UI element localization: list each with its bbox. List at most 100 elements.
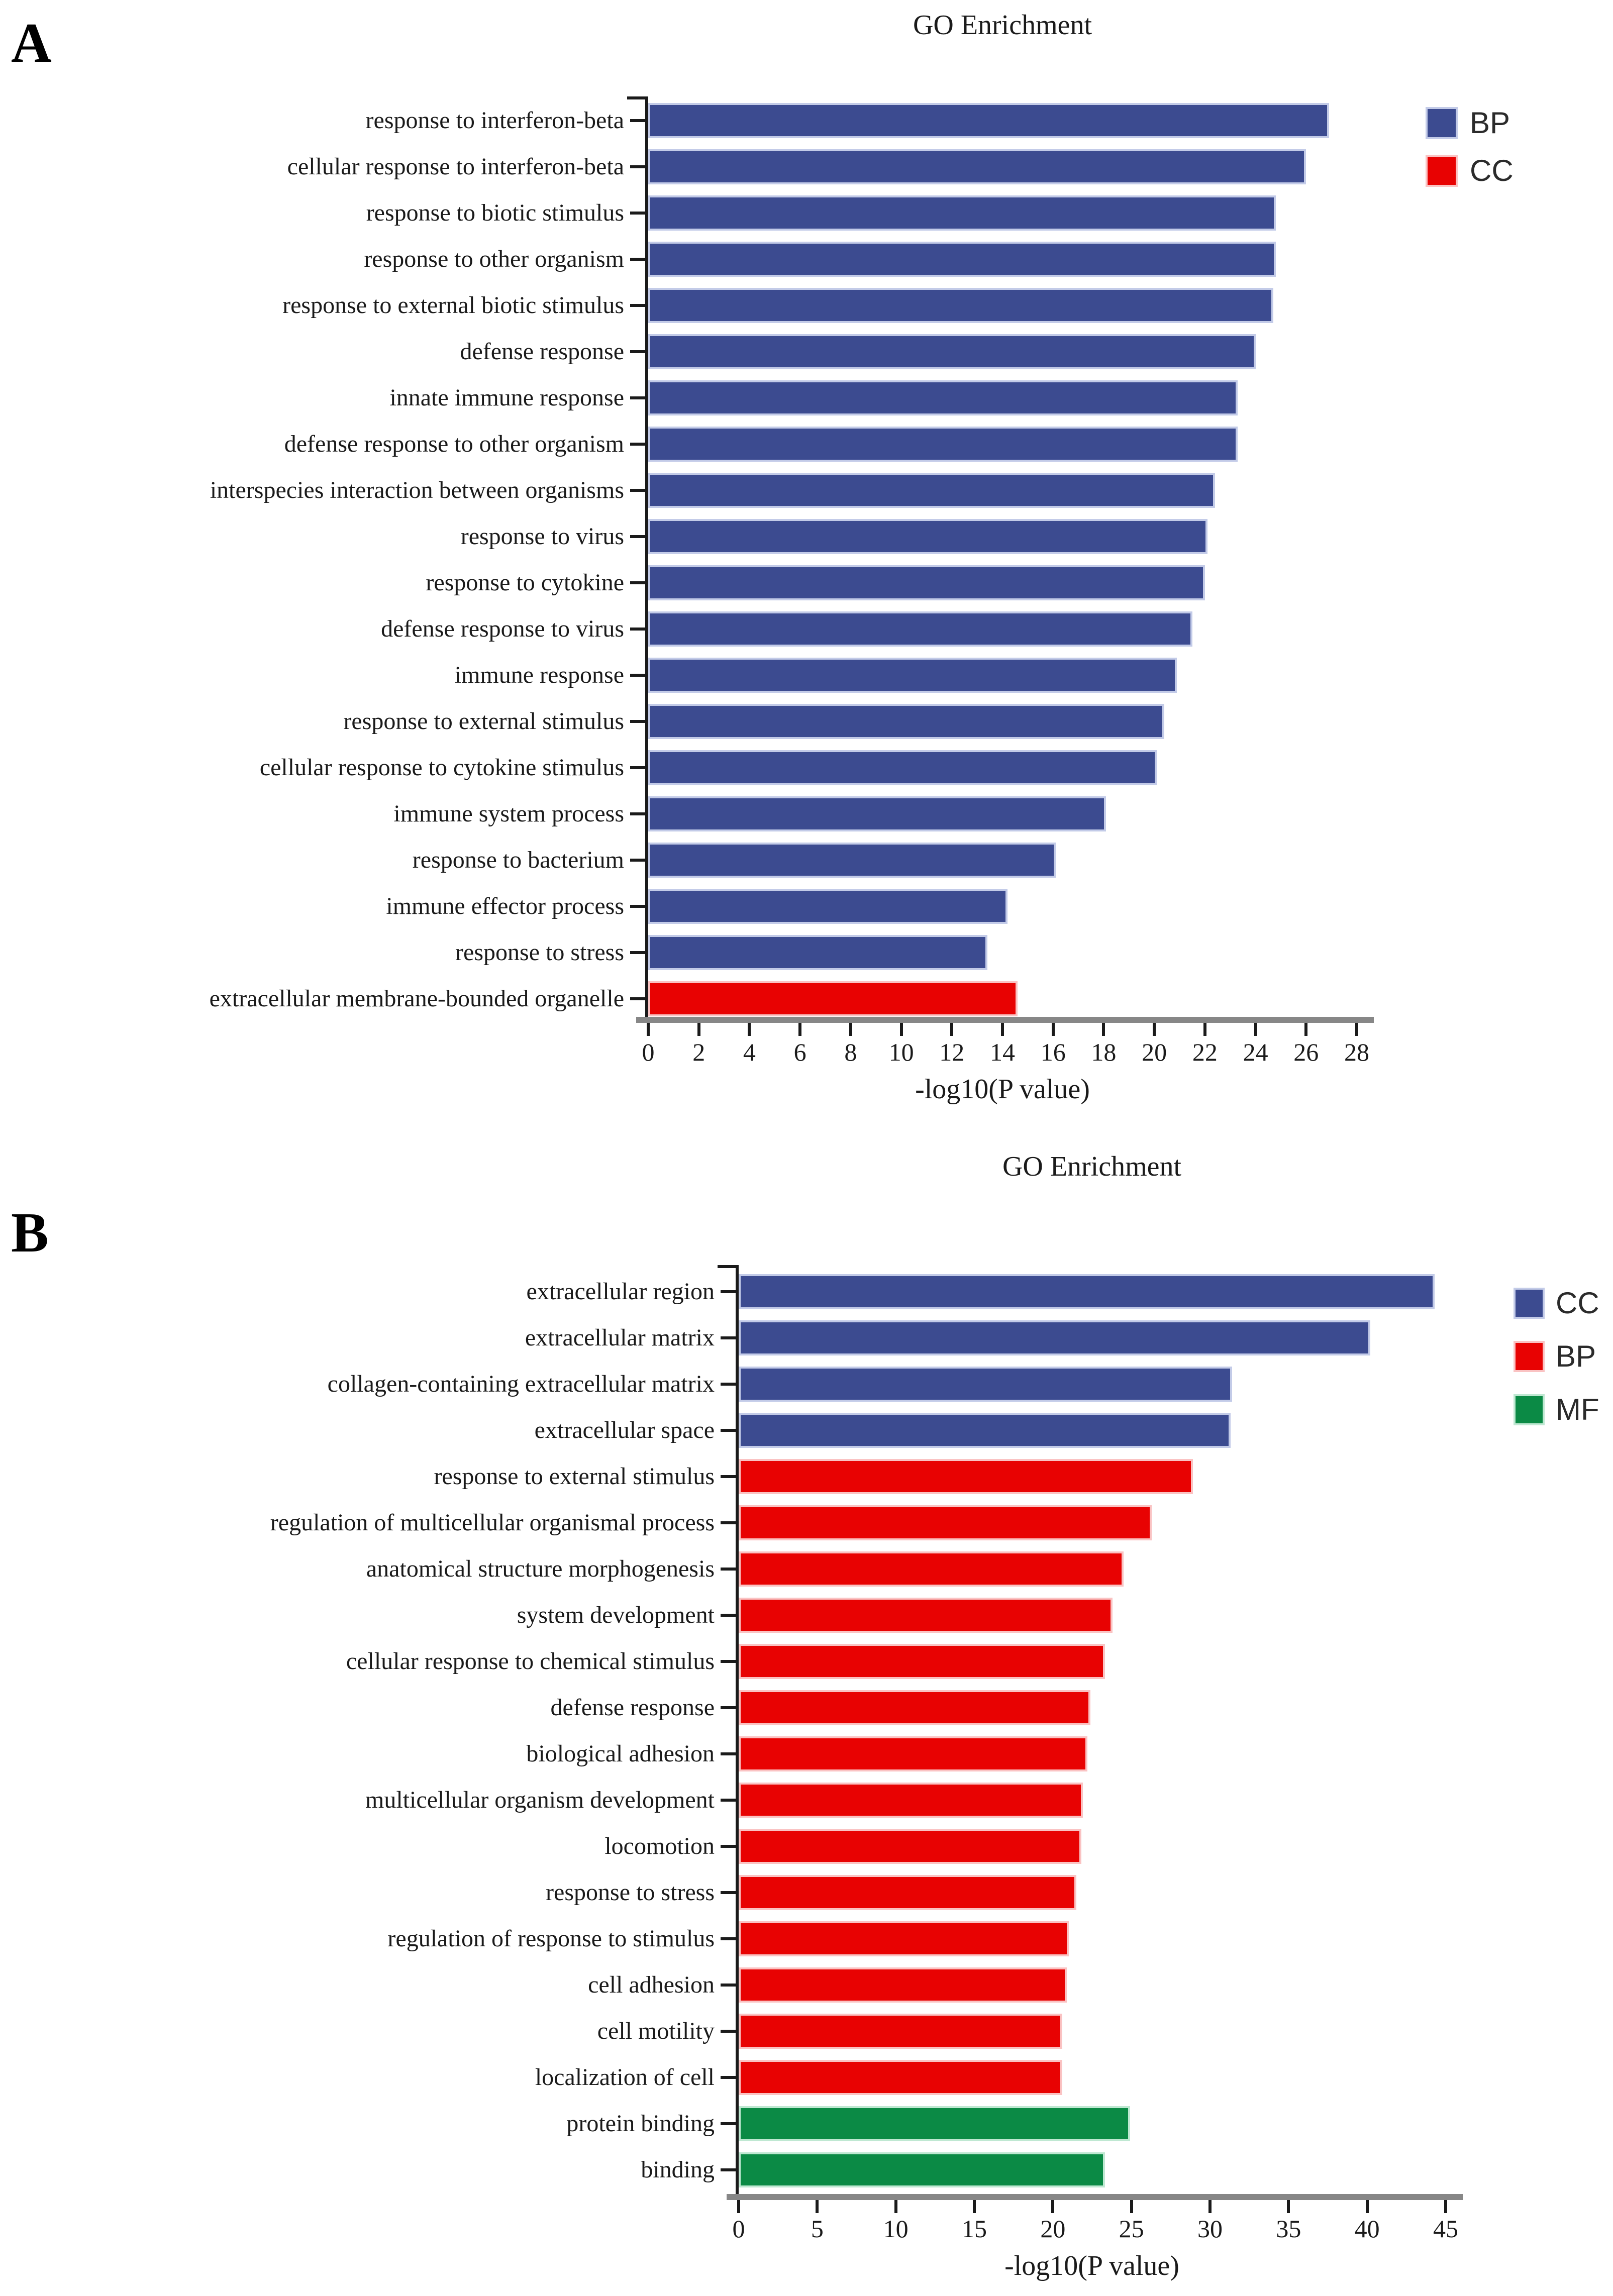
bar [648,796,1106,831]
category-label: defense response to virus [381,615,624,642]
y-tick [721,1429,736,1432]
category-label: biological adhesion [526,1740,715,1767]
x-tick-label: 24 [1243,1038,1268,1066]
category-label: defense response [550,1694,715,1721]
y-tick [630,535,645,538]
category-label: cellular response to interferon-beta [287,153,624,180]
x-tick-label: 45 [1433,2215,1458,2243]
x-tick-label: 4 [743,1038,756,1066]
x-tick [1365,2200,1369,2213]
y-tick [630,905,645,908]
y-tick [630,489,645,492]
x-tick [1208,2200,1212,2213]
y-tick [721,1799,736,1802]
x-tick-label: 40 [1354,2215,1380,2243]
category-label: extracellular region [526,1278,715,1305]
y-tick [630,258,645,261]
x-tick [849,1023,852,1036]
category-label: response to virus [460,523,624,550]
y-tick [721,2076,736,2079]
category-label: binding [641,2156,715,2183]
y-tick [721,1336,736,1339]
y-tick [630,350,645,353]
x-tick-label: 20 [1040,2215,1066,2243]
x-tick-label: 26 [1293,1038,1319,1066]
bar [739,1783,1083,1818]
category-label: response to stress [546,1879,715,1906]
bar [739,1967,1067,2003]
y-tick [630,165,645,168]
y-tick [721,1752,736,1755]
x-tick [1444,2200,1447,2213]
y-tick [721,1568,736,1571]
x-tick-label: 16 [1040,1038,1066,1066]
x-tick [737,2200,740,2213]
category-label: cell motility [597,2018,715,2044]
y-tick [721,1383,736,1386]
bar [739,2152,1105,2187]
category-label: response to external stimulus [343,708,624,735]
category-label: extracellular matrix [525,1324,715,1351]
y-tick [630,304,645,307]
bar [648,981,1018,1016]
legend-swatch [1514,1288,1545,1319]
chart-title: GO Enrichment [1002,1151,1182,1182]
bar [648,750,1157,785]
x-tick-label: 20 [1142,1038,1167,1066]
y-tick [721,1290,736,1293]
x-axis-title: -log10(P value) [915,1074,1090,1105]
x-tick [1051,2200,1055,2213]
bar [648,935,987,970]
x-tick [1102,1023,1105,1036]
x-tick-label: 8 [844,1038,857,1066]
category-label: defense response [460,338,624,365]
x-tick [1304,1023,1308,1036]
x-tick [950,1023,954,1036]
bar [739,1644,1105,1679]
bar [648,242,1276,277]
bar [739,2014,1062,2049]
y-tick [721,1660,736,1663]
x-tick-label: 25 [1119,2215,1144,2243]
category-label: cellular response to cytokine stimulus [259,754,624,781]
bar [739,1320,1370,1355]
category-label: regulation of multicellular organismal p… [270,1509,715,1536]
x-tick-label: 14 [990,1038,1015,1066]
y-tick [630,396,645,399]
category-label: extracellular space [534,1417,715,1443]
x-tick [1130,2200,1133,2213]
x-tick [697,1023,700,1036]
bar [648,149,1306,184]
y-tick [721,1706,736,1709]
category-label: response to interferon-beta [365,107,624,134]
bar [648,843,1056,878]
y-tick [721,1984,736,1987]
bar [739,1736,1087,1771]
y-axis-spine [736,1265,739,2194]
category-label: cell adhesion [588,1971,715,1998]
legend-label: BP [1470,106,1510,140]
panel-letter: A [11,12,52,74]
x-tick [1254,1023,1257,1036]
bar [648,427,1238,462]
y-tick [721,2122,736,2125]
bar [648,611,1192,647]
x-tick-label: 10 [883,2215,909,2243]
bar [648,704,1164,739]
category-label: anatomical structure morphogenesis [366,1555,715,1582]
category-label: response to stress [455,939,624,966]
x-tick [1287,2200,1290,2213]
x-tick [899,1023,903,1036]
x-tick-label: 2 [692,1038,705,1066]
legend-swatch [1426,107,1458,139]
x-tick [1153,1023,1156,1036]
x-tick-label: 22 [1192,1038,1218,1066]
bar [739,1505,1152,1540]
y-axis-cap [718,1265,739,1268]
y-tick [630,859,645,862]
x-tick-label: 35 [1276,2215,1301,2243]
x-tick-label: 18 [1091,1038,1117,1066]
y-tick [630,212,645,215]
